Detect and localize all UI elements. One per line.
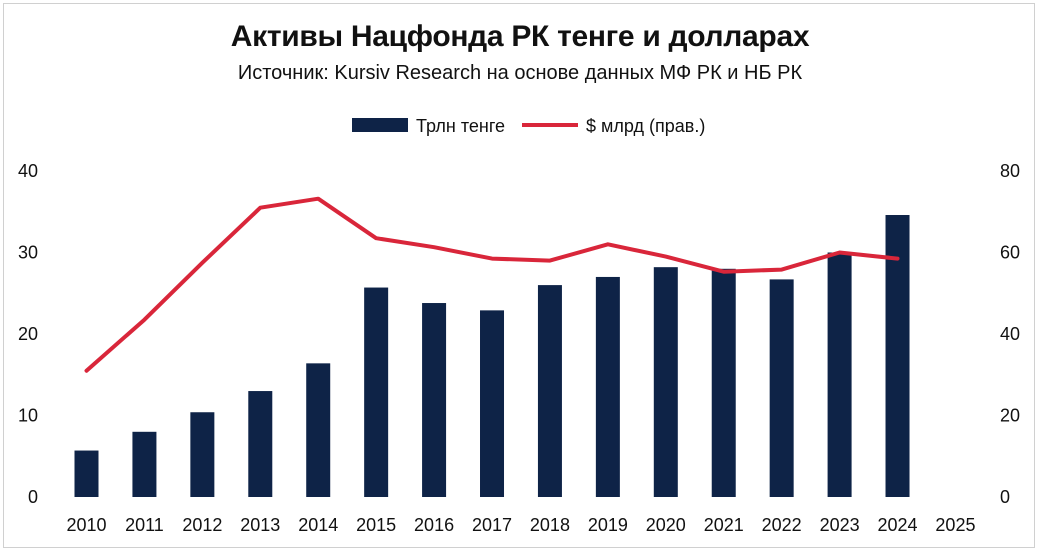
line-usd-bn [84,196,900,373]
x-tick-label: 2023 [820,515,860,535]
x-tick-label: 2010 [66,515,106,535]
y-right-tick-label: 20 [1000,406,1020,426]
y-right-tick-label: 0 [1000,487,1010,507]
bar [595,276,620,497]
bar [306,363,331,497]
x-tick-label: 2020 [646,515,686,535]
x-tick-label: 2021 [704,515,744,535]
bar [480,310,505,497]
bar [885,215,910,497]
bar [74,450,99,497]
bar [827,252,852,497]
bar [769,279,794,497]
y-axis-left: 0 10 20 30 40 [18,161,38,507]
x-tick-label: 2014 [298,515,338,535]
bar [537,285,562,497]
x-tick-label: 2018 [530,515,570,535]
x-tick-label: 2012 [182,515,222,535]
bar-series [74,215,910,497]
x-tick-label: 2022 [762,515,802,535]
bar [653,267,678,497]
x-tick-label: 2016 [414,515,454,535]
chart-frame [3,3,1035,548]
bar [422,303,447,497]
y-left-tick-label: 40 [18,161,38,181]
y-right-tick-label: 40 [1000,324,1020,344]
x-tick-label: 2015 [356,515,396,535]
x-axis: 2010 2011 2012 2013 2014 2015 2016 2017 2018 2019… [66,515,975,535]
legend-bar-label: Трлн тенге [416,116,505,136]
x-tick-label: 2017 [472,515,512,535]
bar [364,287,389,497]
x-tick-label: 2013 [240,515,280,535]
legend-bar-swatch [352,118,408,132]
legend: Трлн тенге $ млрд (прав.) [352,116,705,136]
line-series [84,196,900,373]
y-left-tick-label: 0 [28,487,38,507]
x-tick-label: 2024 [877,515,917,535]
y-right-tick-label: 80 [1000,161,1020,181]
y-left-tick-label: 30 [18,243,38,263]
bar [711,268,736,497]
bar [190,412,215,497]
chart-subtitle: Источник: Kursiv Research на основе данн… [237,62,803,84]
legend-line-label: $ млрд (прав.) [586,116,705,136]
x-tick-label: 2025 [935,515,975,535]
y-left-tick-label: 20 [18,324,38,344]
x-tick-label: 2019 [588,515,628,535]
y-left-tick-label: 10 [18,406,38,426]
chart-title: Активы Нацфонда РК тенге и долларах [230,20,810,53]
bar [248,391,273,497]
bar [132,431,157,497]
y-axis-right: 0 20 40 60 80 [1000,161,1020,507]
y-right-tick-label: 60 [1000,243,1020,263]
x-tick-label: 2011 [125,515,164,535]
